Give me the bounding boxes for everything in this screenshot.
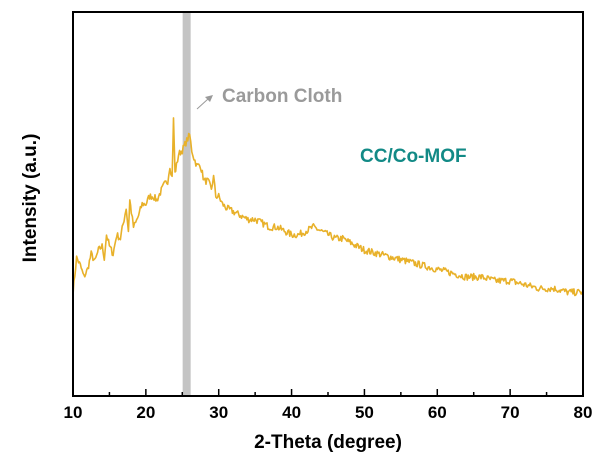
x-tick-label: 10 <box>64 403 83 422</box>
series-line-cc-co-mof <box>72 117 584 297</box>
x-tick-label: 40 <box>282 403 301 422</box>
x-axis-tick-labels: 10 20 30 40 50 60 70 80 <box>64 403 593 422</box>
x-tick-label: 30 <box>209 403 228 422</box>
plot-frame <box>72 11 584 397</box>
x-tick-label: 60 <box>428 403 447 422</box>
y-axis-label: Intensity (a.u.) <box>20 134 41 263</box>
carbon-cloth-arrowhead <box>205 95 213 102</box>
carbon-cloth-reference-band <box>182 13 191 395</box>
x-tick-label: 50 <box>355 403 374 422</box>
x-tick-label: 70 <box>501 403 520 422</box>
x-axis-ticks <box>72 389 584 396</box>
carbon-cloth-annotation: Carbon Cloth <box>222 86 342 107</box>
carbon-cloth-arrow <box>196 98 209 110</box>
x-axis-label: 2-Theta (degree) <box>254 432 402 453</box>
series-label-cc-co-mof: CC/Co-MOF <box>360 146 467 167</box>
x-tick-label: 80 <box>574 403 593 422</box>
x-tick-label: 20 <box>136 403 155 422</box>
